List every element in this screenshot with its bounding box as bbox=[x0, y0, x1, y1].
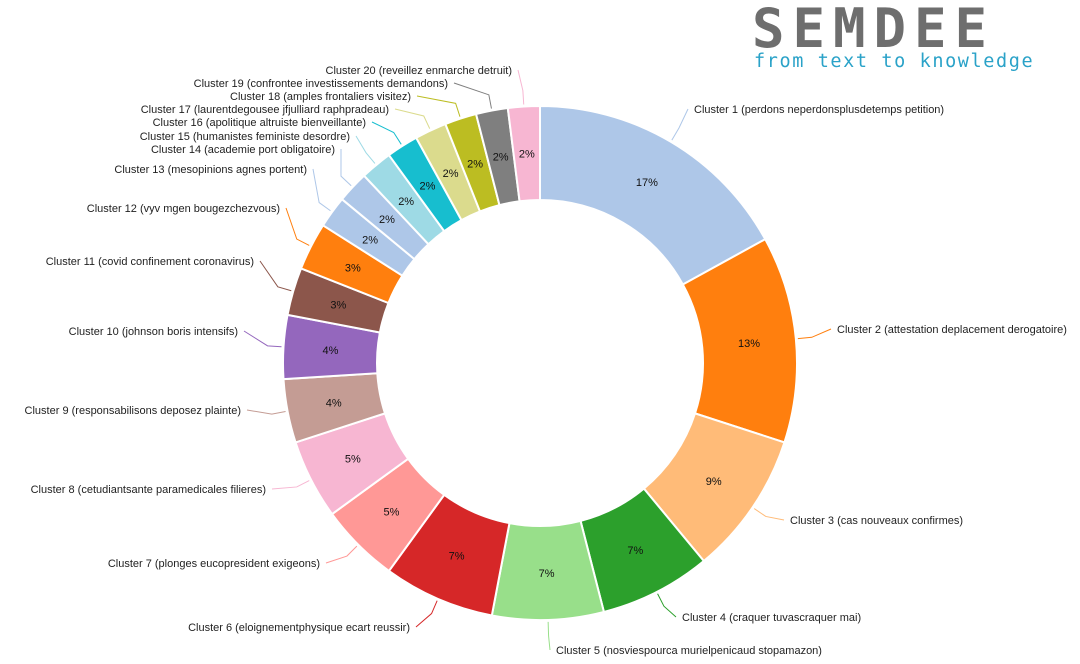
slice-label-cluster-8: Cluster 8 (cetudiantsante paramedicales … bbox=[31, 484, 266, 496]
slice-label-cluster-7: Cluster 7 (plonges eucopresident exigeon… bbox=[108, 558, 320, 570]
slice-label-cluster-14: Cluster 14 (academie port obligatoire) bbox=[151, 144, 335, 156]
slice-label-cluster-3: Cluster 3 (cas nouveaux confirmes) bbox=[790, 515, 963, 527]
percent-label-cluster-14: 2% bbox=[379, 214, 395, 226]
percent-labels: 17%13%9%7%7%7%5%5%4%4%3%3%2%2%2%2%2%2%2%… bbox=[322, 148, 760, 579]
slice-label-cluster-13: Cluster 13 (mesopinions agnes portent) bbox=[114, 164, 307, 176]
percent-label-cluster-11: 3% bbox=[330, 299, 346, 311]
percent-label-cluster-9: 4% bbox=[326, 397, 342, 409]
percent-label-cluster-5: 7% bbox=[539, 568, 555, 580]
leader-line-cluster-12 bbox=[285, 207, 310, 246]
percent-label-cluster-4: 7% bbox=[627, 545, 643, 557]
leader-line-cluster-13 bbox=[312, 168, 331, 212]
percent-label-cluster-17: 2% bbox=[443, 168, 459, 180]
slice-label-cluster-20: Cluster 20 (reveillez enmarche detruit) bbox=[326, 65, 512, 77]
percent-label-cluster-6: 7% bbox=[449, 551, 465, 563]
slice-label-cluster-16: Cluster 16 (apolitique altruiste bienvei… bbox=[153, 117, 366, 129]
percent-label-cluster-12: 3% bbox=[345, 263, 361, 275]
leader-line-cluster-18 bbox=[416, 95, 461, 117]
slice-labels: Cluster 1 (perdons neperdonsplusdetemps … bbox=[25, 65, 1067, 657]
slice-label-cluster-10: Cluster 10 (johnson boris intensifs) bbox=[69, 326, 238, 338]
slice-label-cluster-1: Cluster 1 (perdons neperdonsplusdetemps … bbox=[694, 104, 944, 116]
slice-label-cluster-4: Cluster 4 (craquer tuvascraquer mai) bbox=[682, 612, 861, 624]
percent-label-cluster-3: 9% bbox=[706, 476, 722, 488]
percent-label-cluster-16: 2% bbox=[420, 181, 436, 193]
semdee-logo-wordmark: SEMDEE bbox=[752, 0, 996, 60]
percent-label-cluster-8: 5% bbox=[345, 453, 361, 465]
leader-line-cluster-3 bbox=[753, 508, 785, 521]
semdee-logo-tagline: from text to knowledge bbox=[754, 51, 1035, 72]
leader-line-cluster-14 bbox=[340, 148, 352, 187]
leader-line-cluster-4 bbox=[657, 593, 677, 618]
percent-label-cluster-10: 4% bbox=[322, 345, 338, 357]
leader-line-cluster-8 bbox=[271, 480, 310, 490]
leader-line-cluster-6 bbox=[415, 600, 438, 628]
slice-label-cluster-19: Cluster 19 (confrontee investissements d… bbox=[194, 78, 448, 90]
slice-label-cluster-6: Cluster 6 (eloignementphysique ecart reu… bbox=[188, 622, 410, 634]
percent-label-cluster-15: 2% bbox=[398, 196, 414, 208]
percent-label-cluster-2: 13% bbox=[738, 338, 760, 350]
donut-slices bbox=[282, 104, 798, 621]
leader-line-cluster-7 bbox=[325, 545, 358, 564]
leader-line-cluster-5 bbox=[547, 621, 551, 651]
slice-label-cluster-18: Cluster 18 (amples frontaliers visitez) bbox=[230, 91, 411, 103]
slice-label-cluster-11: Cluster 11 (covid confinement coronaviru… bbox=[46, 256, 254, 268]
leader-line-cluster-15 bbox=[355, 135, 376, 164]
leader-line-cluster-11 bbox=[259, 260, 292, 292]
leader-line-cluster-20 bbox=[517, 69, 525, 105]
leader-lines bbox=[243, 69, 832, 651]
leader-line-cluster-19 bbox=[453, 82, 492, 109]
percent-label-cluster-7: 5% bbox=[384, 506, 400, 518]
leader-line-cluster-16 bbox=[371, 121, 402, 145]
slice-label-cluster-9: Cluster 9 (responsabilisons deposez plai… bbox=[25, 405, 241, 417]
percent-label-cluster-1: 17% bbox=[636, 177, 658, 189]
leader-line-cluster-17 bbox=[394, 108, 431, 129]
leader-line-cluster-10 bbox=[243, 330, 282, 348]
percent-label-cluster-20: 2% bbox=[519, 148, 535, 160]
percent-label-cluster-19: 2% bbox=[493, 152, 509, 164]
percent-label-cluster-13: 2% bbox=[362, 235, 378, 247]
slice-label-cluster-5: Cluster 5 (nosviespourca murielpenicaud … bbox=[556, 645, 822, 657]
slice-label-cluster-2: Cluster 2 (attestation deplacement derog… bbox=[837, 324, 1067, 336]
leader-line-cluster-9 bbox=[246, 409, 286, 415]
percent-label-cluster-18: 2% bbox=[467, 158, 483, 170]
leader-line-cluster-2 bbox=[797, 328, 832, 340]
slice-label-cluster-17: Cluster 17 (laurentdegousee jfjulliard r… bbox=[141, 104, 389, 116]
leader-line-cluster-1 bbox=[671, 108, 689, 141]
slice-cluster-20 bbox=[506, 104, 541, 203]
slice-label-cluster-15: Cluster 15 (humanistes feministe desordr… bbox=[140, 131, 350, 143]
slice-label-cluster-12: Cluster 12 (vyv mgen bougezchezvous) bbox=[87, 203, 280, 215]
